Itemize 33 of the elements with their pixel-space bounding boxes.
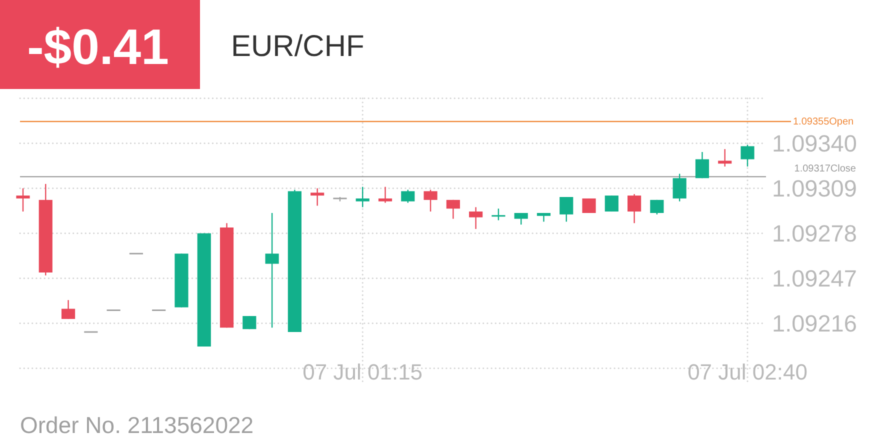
candlestick — [650, 199, 664, 216]
candlestick — [718, 148, 732, 168]
y-tick-label: 1.09278 — [772, 220, 857, 246]
candlestick — [378, 186, 392, 204]
ref-line-label: 1.09317Close — [794, 164, 856, 175]
candlestick — [672, 173, 686, 202]
y-tick-label: 1.09309 — [772, 175, 857, 202]
candlestick — [492, 208, 506, 221]
candlestick — [242, 315, 256, 330]
y-tick-label: 1.09340 — [772, 130, 857, 156]
chart-title: EUR/CHF — [231, 30, 364, 62]
text: Order No. 2113562022 — [20, 412, 254, 438]
candlestick — [469, 206, 483, 230]
candlestick — [628, 194, 642, 224]
candlestick — [310, 188, 324, 206]
candlestick — [401, 189, 415, 204]
text: -$0.41 — [27, 19, 169, 75]
candlestick — [695, 151, 710, 179]
candlestick — [740, 144, 754, 168]
x-tick-label: 07 Jul 02:40 — [688, 358, 808, 384]
candlestick — [424, 189, 438, 212]
y-tick-label: 1.09247 — [772, 265, 857, 292]
x-tick-label: 07 Jul 01:15 — [302, 358, 423, 384]
candlestick — [356, 186, 370, 208]
candlestick — [604, 194, 618, 212]
candlestick — [560, 196, 574, 222]
ref-line-label: 1.09355Open — [793, 116, 854, 128]
candlestick — [265, 212, 279, 328]
y-tick-label: 1.09216 — [772, 310, 857, 336]
candlestick — [446, 199, 460, 220]
candlestick — [16, 188, 30, 212]
candlestick — [61, 299, 76, 320]
candlestick — [582, 198, 596, 214]
